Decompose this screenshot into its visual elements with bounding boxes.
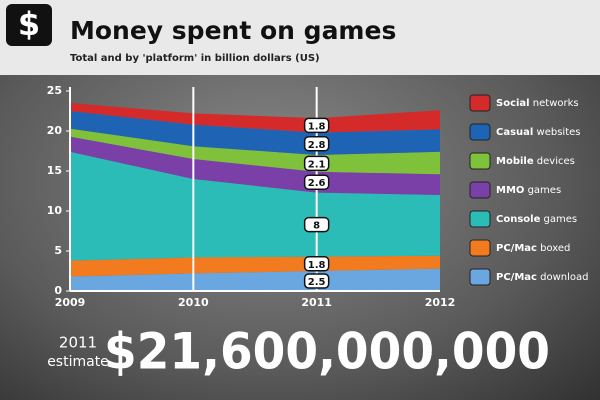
plot: 0 5 10 15 20 25 2009 2010 2011 2012 2.5 1.8 8 2.6 2.1 2… — [47, 84, 589, 309]
value-label-box — [303, 256, 330, 272]
legend-swatch — [469, 268, 491, 286]
value-label-box — [303, 155, 330, 172]
area — [70, 151, 440, 261]
icon-box — [6, 4, 52, 46]
legend-swatch — [469, 94, 491, 112]
x-tick-label: 2012 — [425, 296, 456, 309]
legend-swatch — [469, 152, 491, 170]
value-label: 2.8 — [308, 140, 326, 151]
legend-label: Console games — [496, 214, 577, 225]
y-tick-label: 5 — [54, 244, 62, 257]
area — [70, 128, 440, 175]
legend-label: Mobile devices — [496, 156, 575, 167]
x-tick-label: 2010 — [178, 296, 209, 309]
legend-label: Social networks — [496, 98, 579, 109]
area — [70, 268, 440, 291]
total-note: estimate — [47, 354, 109, 370]
icon: $ — [18, 5, 40, 43]
y-tick-label: 0 — [54, 284, 62, 297]
value-label: 2.6 — [308, 178, 326, 189]
legend-label: MMO games — [496, 185, 561, 196]
y-tick-label: 25 — [47, 84, 62, 97]
value-label-box — [303, 136, 330, 152]
value-label-box — [303, 216, 330, 233]
value-label-box — [303, 273, 330, 289]
total-year: 2011 — [59, 334, 97, 352]
value-label-box — [303, 174, 330, 190]
area — [70, 111, 440, 155]
value-label: 2.5 — [308, 277, 326, 288]
legend-label: Casual websites — [496, 127, 580, 138]
legend-label: PC/Mac boxed — [496, 243, 570, 254]
value-label: 1.8 — [308, 121, 326, 132]
chart-subtitle: Total and by 'platform' in billion dolla… — [70, 53, 320, 64]
legend-swatch — [469, 181, 491, 199]
chart-title: Money spent on games — [70, 16, 396, 45]
area — [70, 136, 440, 195]
x-tick-label: 2011 — [301, 296, 332, 309]
x-tick-label: 2009 — [55, 296, 86, 309]
y-tick-label: 20 — [47, 124, 63, 137]
y-tick-label: 10 — [47, 204, 63, 217]
value-label-box — [303, 117, 330, 134]
total-label: $21,600,000,000 — [104, 323, 550, 381]
legend-swatch — [469, 239, 491, 257]
value-label: 8 — [313, 221, 320, 232]
legend-label: PC/Mac download — [496, 272, 589, 283]
value-label: 1.8 — [308, 260, 326, 271]
legend-swatch — [469, 210, 491, 228]
area — [70, 255, 440, 277]
header-band — [0, 0, 600, 75]
y-tick-label: 15 — [47, 164, 62, 177]
value-label: 2.1 — [308, 159, 326, 170]
area — [70, 103, 440, 133]
legend-swatch — [469, 123, 491, 141]
